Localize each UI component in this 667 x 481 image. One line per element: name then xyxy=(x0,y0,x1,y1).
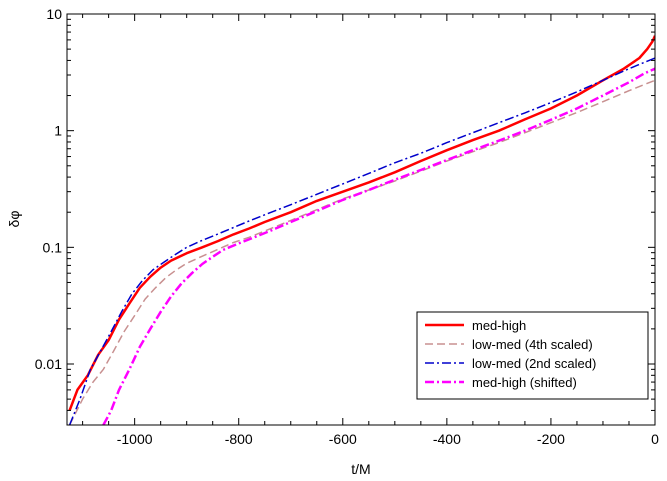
series-line-4 xyxy=(102,67,655,425)
y-tick-label: 0.1 xyxy=(43,239,63,255)
series-line-2 xyxy=(68,79,655,425)
y-axis-label: δφ xyxy=(6,211,22,228)
legend-label-2: low-med (4th scaled) xyxy=(472,337,593,352)
x-tick-label: -600 xyxy=(329,431,357,447)
x-tick-label: -200 xyxy=(537,431,565,447)
y-tick-label: 10 xyxy=(46,6,62,22)
series-line-1 xyxy=(68,35,655,411)
legend: med-high low-med (4th scaled) low-med (2nd… xyxy=(416,311,649,400)
legend-label-3: low-med (2nd scaled) xyxy=(472,356,596,371)
legend-label-4: med-high (shifted) xyxy=(472,375,577,390)
legend-label-1: med-high xyxy=(472,318,526,333)
x-tick-label: -800 xyxy=(225,431,253,447)
x-tick-label: -400 xyxy=(433,431,461,447)
x-tick-label: -1000 xyxy=(117,431,153,447)
y-tick-label: 0.01 xyxy=(35,356,62,372)
legend-box xyxy=(416,311,649,400)
series-line-3 xyxy=(68,57,655,425)
y-tick-label: 1 xyxy=(54,123,62,139)
x-axis-label: t/M xyxy=(351,461,370,477)
plot-frame xyxy=(66,13,656,426)
x-tick-label: 0 xyxy=(651,431,659,447)
